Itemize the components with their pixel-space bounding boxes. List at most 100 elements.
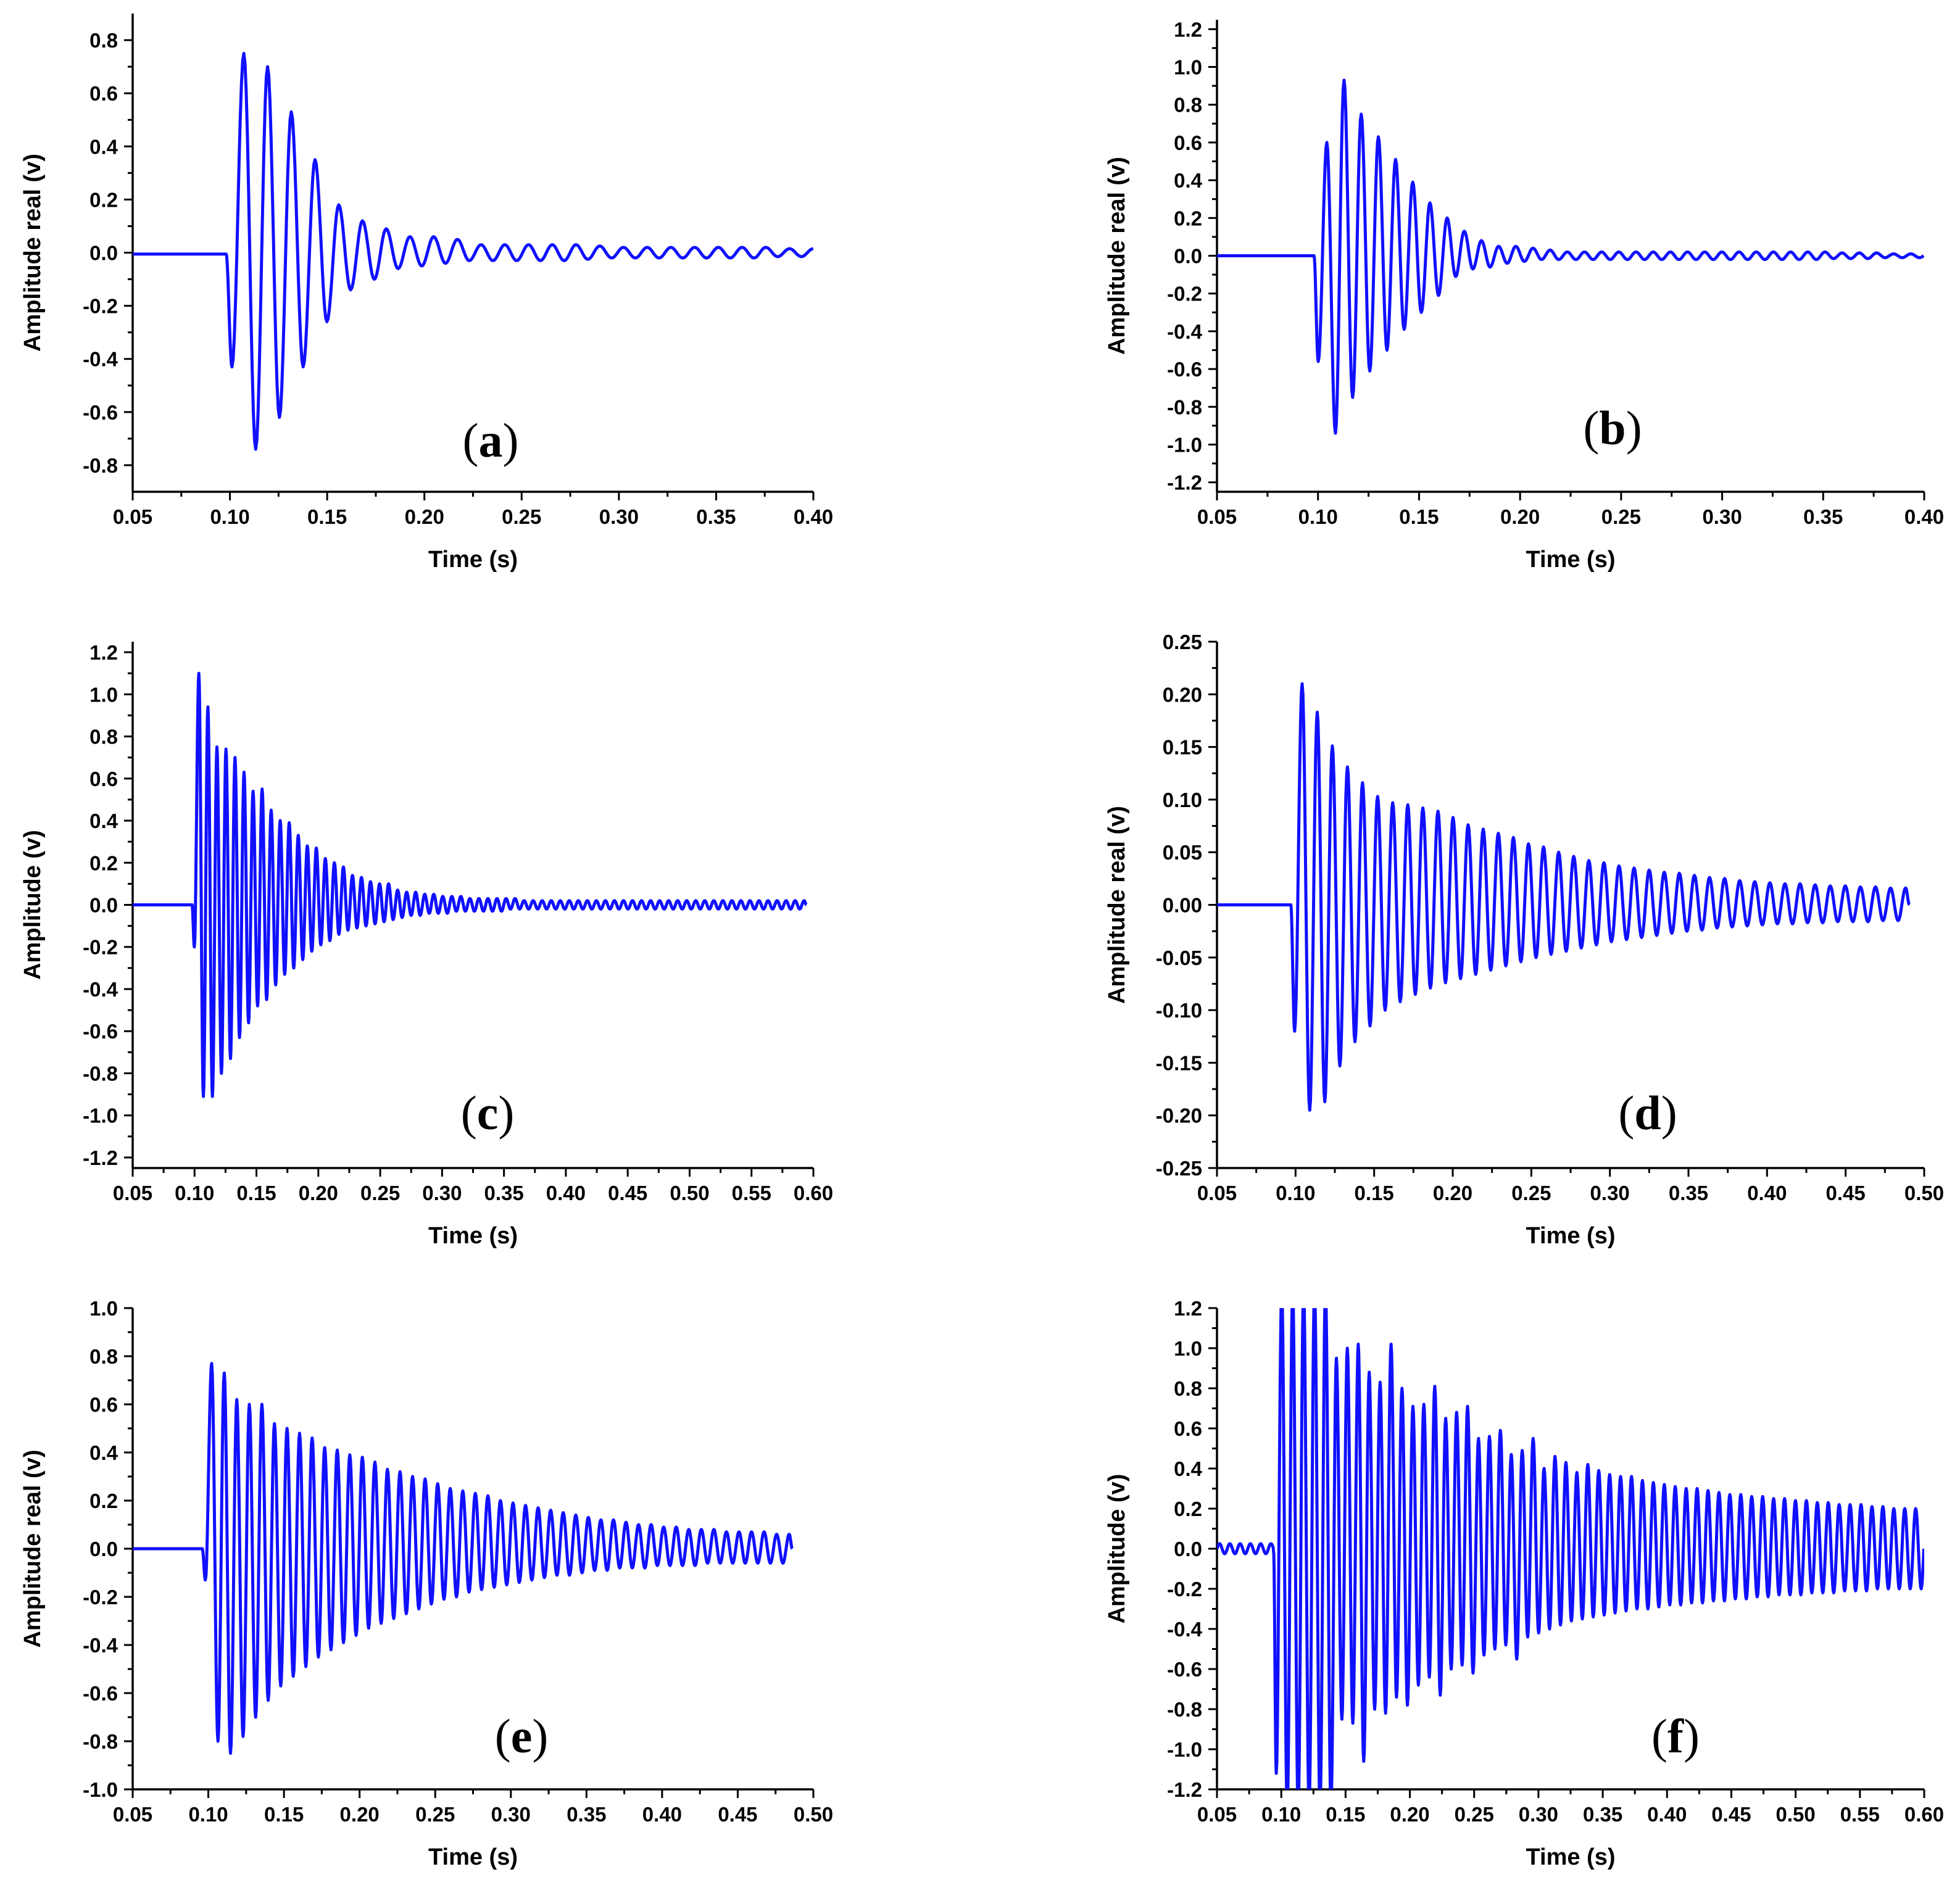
x-tick-label: 0.40	[642, 1803, 682, 1826]
x-tick-label: 0.50	[1904, 1182, 1944, 1204]
x-axis-title: Time (s)	[1526, 547, 1615, 573]
y-tick-label: -1.0	[83, 1104, 118, 1127]
y-tick-label: 0.0	[89, 894, 118, 917]
y-tick-label: 0.6	[89, 1393, 118, 1416]
signal-line	[1217, 78, 1924, 435]
y-tick-label: -0.4	[83, 348, 118, 371]
y-tick-label: -0.6	[1167, 358, 1202, 381]
y-tick-label: 0.4	[1174, 1457, 1203, 1480]
x-tick-label: 0.40	[1747, 1182, 1787, 1204]
y-tick-label: -1.0	[1167, 1738, 1202, 1761]
y-tick-label: -0.4	[83, 978, 118, 1001]
y-tick-label: 0.8	[89, 29, 118, 52]
y-tick-label: -1.2	[1167, 1778, 1202, 1801]
y-tick-label: 0.6	[1174, 1417, 1202, 1440]
x-tick-label: 0.15	[1399, 505, 1439, 528]
x-tick-label: 0.20	[405, 505, 444, 528]
panel-f: 0.05 0.10 0.15 0.20 0.25 0.30 0.35 0.40 0.45 0.50…	[1104, 1297, 1944, 1870]
y-tick-label: -0.8	[83, 1062, 118, 1085]
panel-e: 0.05 0.10 0.15 0.20 0.25 0.30 0.35 0.40 0.45 0.50…	[20, 1297, 833, 1870]
y-tick-label: -0.4	[83, 1634, 118, 1657]
y-tick-label: 1.2	[1174, 1297, 1202, 1320]
y-tick-label: 0.15	[1163, 736, 1202, 759]
y-tick-label: -0.25	[1156, 1157, 1202, 1180]
x-tick-label: 0.25	[415, 1803, 455, 1826]
x-tick-label: 0.30	[1702, 505, 1742, 528]
panel-d: 0.05 0.10 0.15 0.20 0.25 0.30 0.35 0.40 0.45 0.50…	[1104, 631, 1944, 1249]
y-tick-label: 0.8	[1174, 1377, 1202, 1400]
y-tick-label: 0.8	[1174, 94, 1202, 117]
y-tick-label: -0.2	[83, 936, 118, 959]
y-tick-label: -0.2	[83, 1586, 118, 1609]
x-tick-label: 0.10	[1261, 1803, 1301, 1826]
y-tick-label: -0.4	[1167, 1618, 1203, 1641]
x-tick-label: 0.20	[340, 1803, 380, 1826]
signal-line	[133, 52, 813, 451]
y-axis-title: Amplitude real (v)	[20, 1450, 46, 1648]
y-axis-title: Amplitude (v)	[20, 830, 46, 980]
y-tick-label: 0.6	[1174, 131, 1202, 154]
x-tick-label: 0.05	[113, 1803, 152, 1826]
y-axis-title: Amplitude real (v)	[1104, 806, 1130, 1004]
y-tick-label: 0.6	[89, 768, 118, 790]
panel-b: 0.05 0.10 0.15 0.20 0.25 0.30 0.35 0.40 -1.2 -1.0…	[1104, 18, 1944, 573]
panel-label: (f)	[1651, 1709, 1700, 1763]
y-axis-title: Amplitude (v)	[1104, 1474, 1130, 1624]
x-tick-label: 0.25	[1455, 1803, 1494, 1826]
y-tick-label: -0.20	[1156, 1104, 1202, 1127]
y-tick-label: -0.2	[1167, 1578, 1202, 1601]
x-tick-label: 0.35	[1669, 1182, 1708, 1204]
x-tick-label: 0.35	[1583, 1803, 1622, 1826]
x-tick-label: 0.45	[608, 1182, 647, 1204]
x-tick-label: 0.20	[1433, 1182, 1472, 1204]
panel-label: (d)	[1618, 1086, 1677, 1140]
x-tick-label: 0.45	[1826, 1182, 1866, 1204]
y-tick-label: 1.2	[89, 641, 118, 664]
y-tick-label: -0.4	[1167, 320, 1203, 343]
x-axis-title: Time (s)	[1526, 1844, 1615, 1870]
x-tick-label: 0.25	[1601, 505, 1641, 528]
x-axis-title: Time (s)	[428, 1223, 518, 1249]
x-tick-label: 0.25	[1511, 1182, 1551, 1204]
panel-label: (a)	[463, 413, 519, 467]
y-tick-label: -0.15	[1156, 1051, 1202, 1074]
y-tick-label: 0.0	[1174, 1538, 1202, 1560]
y-tick-label: 0.05	[1163, 841, 1202, 864]
x-tick-label: 0.55	[732, 1182, 771, 1204]
panel-label: (e)	[495, 1709, 549, 1763]
y-tick-label: 1.0	[1174, 1337, 1202, 1360]
x-tick-label: 0.30	[1519, 1803, 1558, 1826]
x-tick-label: 0.15	[1355, 1182, 1394, 1204]
x-tick-label: 0.50	[670, 1182, 709, 1204]
y-tick-label: 1.2	[1174, 18, 1202, 41]
x-tick-label: 0.15	[307, 505, 347, 528]
y-tick-label: -0.2	[83, 295, 118, 318]
x-tick-label: 0.30	[1590, 1182, 1630, 1204]
y-tick-label: 0.4	[89, 135, 118, 158]
x-tick-label: 0.35	[696, 505, 736, 528]
x-axis-title: Time (s)	[1526, 1223, 1615, 1249]
panel-c: 0.05 0.10 0.15 0.20 0.25 0.30 0.35 0.40 0.45 0.50…	[20, 641, 833, 1249]
y-tick-label: -1.2	[1167, 471, 1202, 494]
x-tick-label: 0.20	[299, 1182, 338, 1204]
y-tick-label: 0.6	[89, 82, 118, 105]
signal-line	[133, 1362, 794, 1755]
y-tick-label: 0.25	[1163, 631, 1202, 653]
x-tick-label: 0.05	[1197, 505, 1237, 528]
x-axis-title: Time (s)	[428, 547, 518, 573]
y-tick-label: 0.8	[89, 726, 118, 748]
x-tick-label: 0.25	[502, 505, 541, 528]
y-tick-label: 0.10	[1163, 789, 1202, 811]
y-tick-label: 0.0	[1174, 245, 1202, 268]
x-tick-label: 0.35	[484, 1182, 524, 1204]
y-tick-label: 0.2	[1174, 207, 1202, 230]
x-tick-label: 0.25	[360, 1182, 400, 1204]
x-tick-label: 0.35	[567, 1803, 606, 1826]
y-tick-label: -0.8	[1167, 1698, 1202, 1721]
y-axis-title: Amplitude real (v)	[20, 154, 46, 352]
panel-a: 0.05 0.10 0.15 0.20 0.25 0.30 0.35 0.40 -0.8 -0.6…	[20, 14, 833, 573]
y-tick-label: 1.0	[89, 1297, 118, 1320]
y-tick-label: -0.8	[83, 454, 118, 477]
y-tick-label: -0.6	[83, 1020, 118, 1043]
